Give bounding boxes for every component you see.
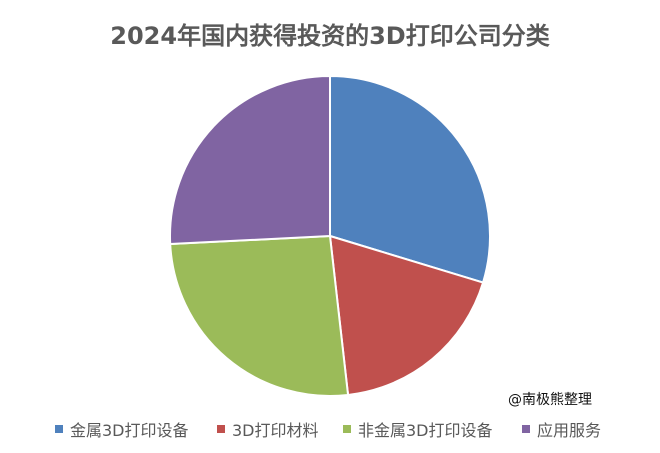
legend-swatch-icon: [343, 425, 351, 433]
pie-slice-metal-printer: [329, 75, 491, 284]
pie-slice-application-services: [169, 75, 331, 246]
legend-label: 应用服务: [537, 421, 602, 440]
chart-title: 2024年国内获得投资的3D打印公司分类: [110, 22, 550, 50]
legend-swatch-icon: [522, 425, 530, 433]
legend-label: 3D打印材料: [232, 421, 319, 440]
pie-slices: [169, 75, 491, 397]
legend-swatch-icon: [217, 425, 225, 433]
pie-slice-materials: [329, 235, 485, 396]
watermark: @南极熊整理: [508, 392, 592, 408]
legend-swatch-icon: [55, 425, 63, 433]
chart-legend: 金属3D打印设备 3D打印材料 非金属3D打印设备 应用服务: [0, 417, 660, 441]
legend-item-metal-printer: 金属3D打印设备: [55, 417, 189, 441]
legend-label: 非金属3D打印设备: [358, 421, 493, 440]
legend-label: 金属3D打印设备: [70, 421, 189, 440]
pie-slice-nonmetal-printer: [169, 235, 350, 397]
legend-item-application-services: 应用服务: [522, 417, 601, 441]
legend-item-nonmetal-printer: 非金属3D打印设备: [343, 417, 493, 441]
legend-item-materials: 3D打印材料: [217, 417, 319, 441]
